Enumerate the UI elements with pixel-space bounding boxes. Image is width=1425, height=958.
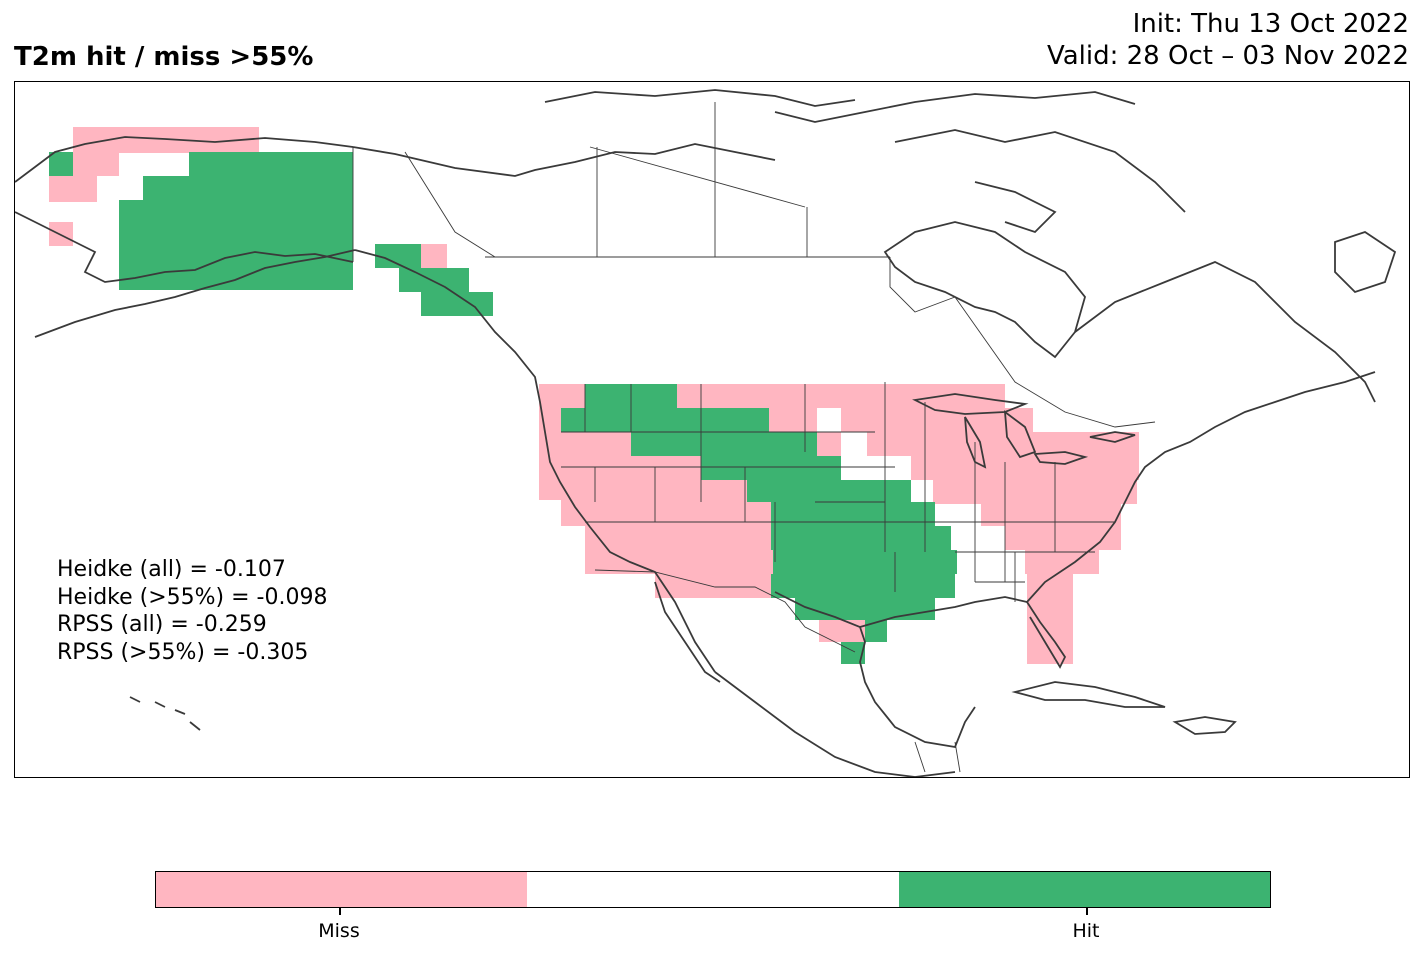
coastline <box>544 89 856 107</box>
miss-cell <box>769 408 817 432</box>
colorbar-neutral <box>527 872 899 907</box>
coastline <box>654 581 721 683</box>
miss-cell <box>421 244 447 268</box>
coastline <box>883 221 1086 359</box>
miss-cell <box>899 384 1005 408</box>
coastline <box>1334 231 1397 294</box>
hit-cell <box>631 432 701 456</box>
hit-cell <box>771 574 795 598</box>
miss-cell <box>1005 526 1121 550</box>
coastline <box>1026 601 1067 669</box>
miss-cell <box>539 384 585 408</box>
hit-cell <box>797 550 957 574</box>
miss-cell <box>73 152 119 176</box>
miss-cell <box>981 480 1091 504</box>
coastline <box>15 211 354 283</box>
hit-cell <box>143 268 353 290</box>
miss-cell <box>841 408 867 432</box>
colorbar-tick-hit <box>1086 908 1088 915</box>
skill-scores: Heidke (all) = -0.107 Heidke (>55%) = -0… <box>57 556 327 666</box>
hit-cell <box>783 456 841 480</box>
hit-cell <box>795 574 955 598</box>
miss-cell <box>1027 620 1073 664</box>
border-line <box>954 296 1156 428</box>
miss-cell <box>817 432 841 456</box>
hit-cell <box>795 596 935 620</box>
miss-cell <box>561 480 747 504</box>
miss-cell <box>819 620 865 642</box>
hit-cell <box>189 152 353 176</box>
miss-cell <box>655 574 771 598</box>
rpss-all: RPSS (all) = -0.259 <box>57 612 267 637</box>
hit-cell <box>701 456 783 480</box>
forecast-dates: Init: Thu 13 Oct 2022 Valid: 28 Oct – 03… <box>1047 8 1409 72</box>
heidke-55: Heidke (>55%) = -0.098 <box>57 584 328 610</box>
colorbar-hit <box>898 872 1270 907</box>
colorbar-miss <box>156 872 528 907</box>
miss-cell <box>561 432 631 456</box>
coastline <box>1074 261 1376 403</box>
coastline <box>859 596 1028 628</box>
miss-cell <box>933 480 981 504</box>
hit-cell <box>679 408 769 432</box>
hit-cell <box>795 526 951 550</box>
hit-cell <box>399 268 469 292</box>
border-line <box>589 146 806 208</box>
north-america-map <box>15 89 1397 777</box>
valid-range: Valid: 28 Oct – 03 Nov 2022 <box>1046 41 1409 71</box>
coastline <box>774 91 1136 123</box>
hit-cell <box>747 480 911 504</box>
hit-cell <box>631 408 679 432</box>
coastline <box>15 136 354 183</box>
coastline <box>774 591 976 749</box>
coastline <box>1172 716 1237 735</box>
hit-cell <box>865 620 887 642</box>
coastline <box>1011 681 1166 708</box>
coastline <box>714 671 956 777</box>
coastline <box>1003 410 1037 459</box>
map-panel <box>14 81 1410 778</box>
hit-cell <box>119 200 353 270</box>
coastlines-borders <box>15 89 1397 777</box>
hit-cell <box>49 152 73 176</box>
rpss-55: RPSS (>55%) = -0.305 <box>57 639 309 665</box>
miss-cell <box>655 550 773 574</box>
coastline <box>964 416 987 469</box>
hit-cell <box>701 432 817 456</box>
colorbar <box>155 871 1271 908</box>
colorbar-label-hit: Hit <box>1072 920 1100 942</box>
border-line <box>889 257 956 313</box>
hit-cell <box>561 408 631 432</box>
hit-cell <box>143 176 353 200</box>
coastline <box>354 249 716 673</box>
miss-cell <box>539 456 561 500</box>
miss-cell <box>1057 456 1139 480</box>
coastline <box>352 143 776 177</box>
map-title: T2m hit / miss >55% <box>14 42 314 72</box>
border-line <box>914 741 961 773</box>
colorbar-tick-miss <box>339 908 341 915</box>
miss-cell <box>677 384 723 408</box>
coastline <box>129 696 201 731</box>
heidke-all: Heidke (all) = -0.107 <box>57 557 286 582</box>
colorbar-label-miss: Miss <box>318 920 360 942</box>
border-line <box>594 569 856 653</box>
coastline <box>912 393 1029 415</box>
miss-cell <box>585 526 771 550</box>
grid-cells <box>49 127 1139 664</box>
coastline <box>974 181 1057 234</box>
miss-cell <box>867 432 1057 456</box>
coastline <box>1089 431 1136 443</box>
coastline <box>34 249 356 338</box>
init-date: Init: Thu 13 Oct 2022 <box>1132 9 1409 39</box>
miss-cell <box>1027 596 1073 620</box>
miss-cell <box>561 456 701 480</box>
coastline <box>894 129 1186 213</box>
miss-cell <box>49 176 97 202</box>
miss-cell <box>723 384 899 408</box>
hit-cell <box>773 550 797 574</box>
border-line <box>404 151 496 258</box>
coastline <box>1033 451 1089 465</box>
